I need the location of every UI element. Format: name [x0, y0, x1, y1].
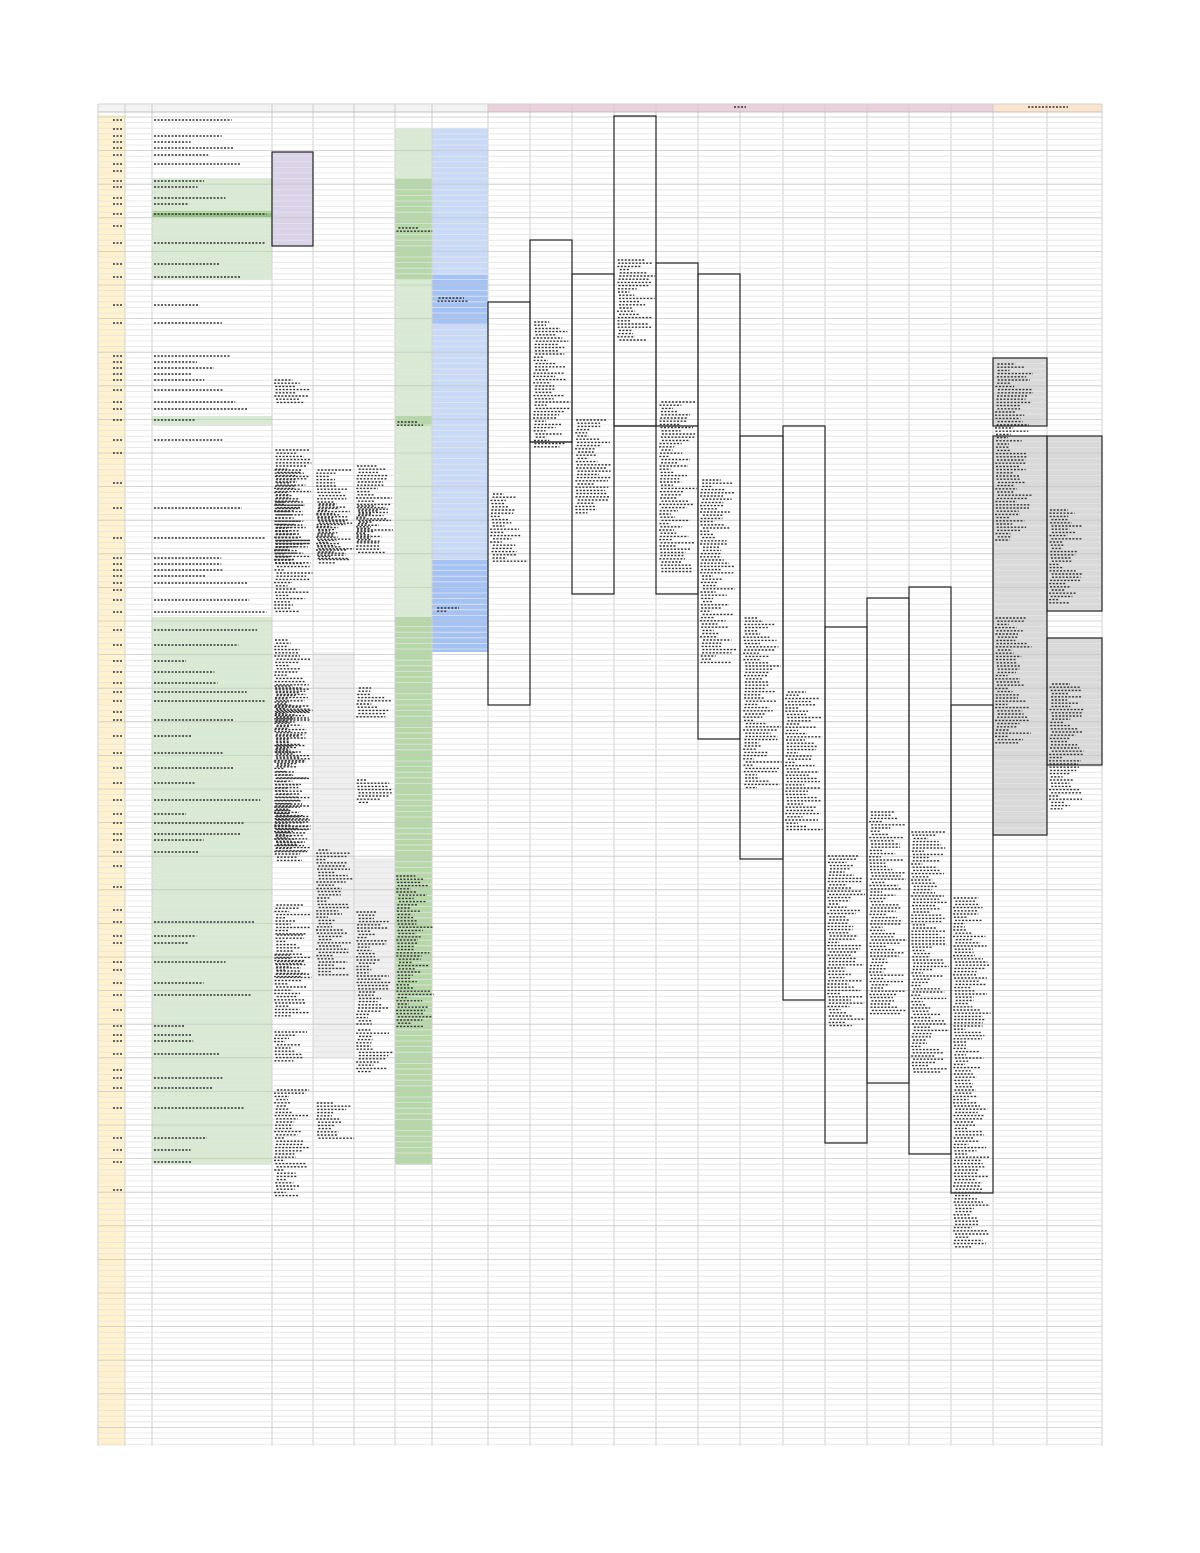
cell-fill: [1047, 638, 1102, 765]
block: [571, 273, 615, 595]
cell-fill: [432, 275, 488, 325]
cell-fill: [313, 652, 354, 1057]
cell-fill: [993, 436, 1047, 835]
block: [271, 151, 314, 247]
cell-fill: [98, 115, 125, 1446]
cell-fill: [272, 152, 313, 246]
block: [992, 357, 1048, 427]
cell-text: [113, 106, 1085, 1248]
cell-fill: [395, 416, 432, 426]
cell-fill: [152, 617, 272, 1165]
blocks: [271, 115, 1103, 1194]
block: [487, 301, 531, 706]
cell-fill: [152, 416, 272, 426]
cell-fill: [432, 560, 488, 652]
block: [992, 435, 1048, 836]
cell-fill: [395, 617, 432, 1165]
block: [1046, 435, 1103, 612]
block: [1046, 637, 1103, 766]
